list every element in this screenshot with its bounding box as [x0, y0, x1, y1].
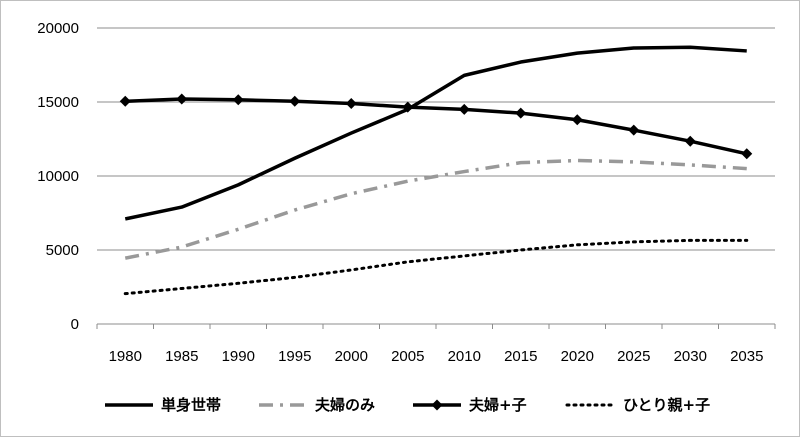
data-point-3-2015 — [515, 107, 527, 119]
legend-label-2: 夫婦のみ — [315, 396, 375, 414]
data-point-4-2020 — [576, 243, 579, 246]
series-line-1 — [124, 45, 747, 221]
data-point-4-1995 — [293, 276, 296, 279]
data-point-3-1995 — [289, 95, 301, 107]
y-tick-label-15000: 15000 — [37, 94, 79, 111]
data-point-4-2030 — [689, 239, 692, 242]
data-point-1-2015 — [519, 61, 522, 64]
data-point-1-2010 — [463, 74, 466, 77]
data-point-1-2030 — [689, 46, 692, 49]
series-line-4 — [123, 238, 749, 296]
legend-item-4: ひとり親+子 — [565, 396, 710, 414]
legend-label-3: 夫婦+子 — [469, 396, 527, 414]
data-point-4-2000 — [350, 268, 353, 271]
data-point-4-2015 — [519, 249, 522, 252]
series-4 — [123, 238, 749, 296]
data-point-1-1980 — [124, 217, 127, 220]
data-point-2-1980 — [124, 257, 127, 260]
x-tick-label-1990: 1990 — [222, 348, 255, 365]
data-point-2-2030 — [689, 163, 692, 166]
data-point-1-1995 — [293, 157, 296, 160]
plot-area — [119, 45, 753, 296]
x-tick-label-2035: 2035 — [730, 348, 763, 365]
data-point-1-1990 — [237, 183, 240, 186]
data-point-1-2020 — [576, 52, 579, 55]
data-point-3-2005 — [402, 101, 414, 113]
data-point-2-1995 — [293, 209, 296, 212]
data-point-3-2035 — [741, 148, 753, 160]
x-tick-label-2005: 2005 — [391, 348, 424, 365]
legend-label-1: 単身世帯 — [161, 396, 221, 414]
legend-label-4: ひとり親+子 — [623, 396, 710, 414]
data-point-4-1980 — [124, 292, 127, 295]
data-point-1-2035 — [745, 49, 748, 52]
y-tick-label-0: 0 — [71, 316, 79, 333]
y-axis-tick-labels: 0 5000 10000 15000 20000 — [37, 20, 79, 333]
data-point-3-2000 — [345, 97, 357, 109]
data-point-2-2025 — [632, 160, 635, 163]
x-axis — [96, 323, 776, 329]
data-point-2-2000 — [350, 192, 353, 195]
data-point-3-1980 — [119, 95, 131, 107]
data-point-2-1985 — [180, 246, 183, 249]
series-line-2 — [124, 158, 747, 260]
x-axis-tick-labels: 1980 1985 1990 1995 2000 2005 2010 2015 2020 2025… — [109, 348, 764, 365]
data-point-2-1990 — [237, 228, 240, 231]
data-point-3-1985 — [176, 93, 188, 105]
data-point-4-1990 — [237, 282, 240, 285]
gridlines — [97, 27, 775, 251]
data-point-3-2025 — [628, 124, 640, 136]
data-point-1-1985 — [180, 206, 183, 209]
series-line-3 — [125, 97, 748, 156]
x-tick-label-2010: 2010 — [448, 348, 481, 365]
x-tick-label-1985: 1985 — [165, 348, 198, 365]
y-tick-label-5000: 5000 — [46, 242, 79, 259]
x-tick-label-2025: 2025 — [617, 348, 650, 365]
data-point-3-2030 — [684, 135, 696, 147]
data-point-2-2005 — [406, 180, 409, 183]
series-2 — [124, 158, 748, 260]
data-point-4-1985 — [180, 287, 183, 290]
series-1 — [124, 45, 748, 221]
data-point-2-2010 — [463, 170, 466, 173]
data-point-1-2000 — [350, 132, 353, 135]
data-point-1-2025 — [632, 46, 635, 49]
legend-item-2: 夫婦のみ — [259, 396, 375, 414]
x-tick-label-2000: 2000 — [335, 348, 368, 365]
legend-item-1: 単身世帯 — [105, 396, 221, 414]
x-tick-label-1980: 1980 — [109, 348, 142, 365]
data-point-4-2025 — [632, 240, 635, 243]
x-tick-label-2020: 2020 — [561, 348, 594, 365]
data-point-3-2010 — [458, 103, 470, 115]
data-point-2-2015 — [519, 161, 522, 164]
x-tick-label-2030: 2030 — [674, 348, 707, 365]
series-3 — [119, 93, 753, 160]
legend-item-3: 夫婦+子 — [413, 396, 527, 414]
y-tick-label-10000: 10000 — [37, 168, 79, 185]
y-tick-label-20000: 20000 — [37, 20, 79, 37]
data-point-4-2035 — [745, 239, 748, 242]
data-point-4-2005 — [406, 260, 409, 263]
legend-marker-3 — [431, 399, 443, 411]
data-point-3-2020 — [571, 114, 583, 126]
x-tick-label-2015: 2015 — [504, 348, 537, 365]
legend: 単身世帯 夫婦のみ 夫婦+子 ひとり親+子 — [105, 396, 710, 414]
data-point-2-2035 — [745, 167, 748, 170]
data-point-4-2010 — [463, 254, 466, 257]
data-point-2-2020 — [576, 159, 579, 162]
data-point-3-1990 — [232, 94, 244, 106]
x-tick-label-1995: 1995 — [278, 348, 311, 365]
